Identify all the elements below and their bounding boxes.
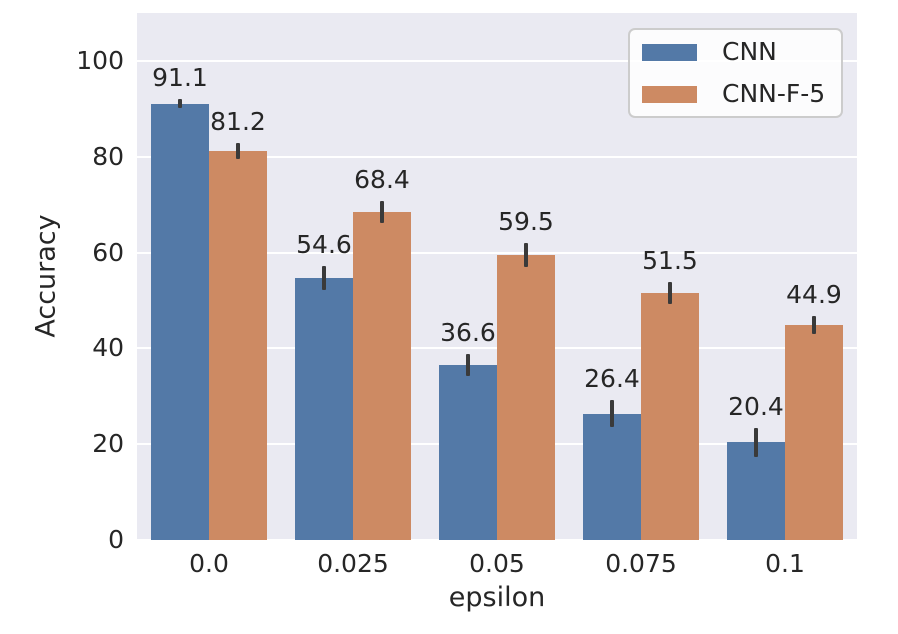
y-tick-label: 100 [76,45,124,75]
error-bar [524,242,528,267]
legend-swatch-blue [642,43,697,61]
bar-value-label: 91.1 [152,63,208,93]
error-bar [668,282,672,305]
gridline [137,59,857,62]
legend-item: CNN-F-5 [630,73,841,115]
legend-label: CNN [722,37,777,66]
y-tick-label: 60 [92,237,124,267]
error-bar [466,353,470,376]
bar [641,293,699,540]
x-tick-label: 0.025 [317,549,389,578]
legend-swatch-orange [642,85,697,103]
y-tick-label: 20 [92,429,124,459]
bar-value-label: 54.6 [296,230,352,260]
gridline [137,251,857,254]
bar-value-label: 51.5 [642,246,698,276]
bar [439,364,497,540]
error-bar [178,99,182,108]
bar-value-label: 59.5 [498,206,554,236]
y-tick-label: 80 [92,141,124,171]
error-bar [610,400,614,427]
error-bar [754,427,758,457]
bar-value-label: 26.4 [584,364,640,394]
bar [353,212,411,540]
legend-item: CNN [630,31,841,73]
bar-value-label: 44.9 [786,279,842,309]
error-bar [812,315,816,334]
bar [151,103,209,540]
x-tick-label: 0.0 [189,549,229,578]
error-bar [380,201,384,224]
bar [295,278,353,540]
legend: CNN CNN-F-5 [628,28,843,118]
bar-value-label: 20.4 [728,391,784,421]
bar-value-label: 81.2 [210,107,266,137]
bar-value-label: 68.4 [354,165,410,195]
gridline [137,155,857,158]
x-tick-label: 0.1 [765,549,805,578]
bar [209,150,267,540]
x-tick-label: 0.075 [605,549,677,578]
bar [727,442,785,540]
bar [497,254,555,540]
y-axis-label: Accuracy [30,214,62,338]
y-tick-label: 0 [108,525,124,554]
x-axis-label: epsilon [448,582,546,613]
y-tick-label: 40 [92,333,124,363]
bar [785,324,843,540]
bar [583,413,641,540]
bar-value-label: 36.6 [440,317,496,347]
x-tick-label: 0.05 [469,549,525,578]
legend-label: CNN-F-5 [722,79,826,108]
error-bar [322,266,326,291]
error-bar [236,143,240,159]
gridline [137,539,857,541]
